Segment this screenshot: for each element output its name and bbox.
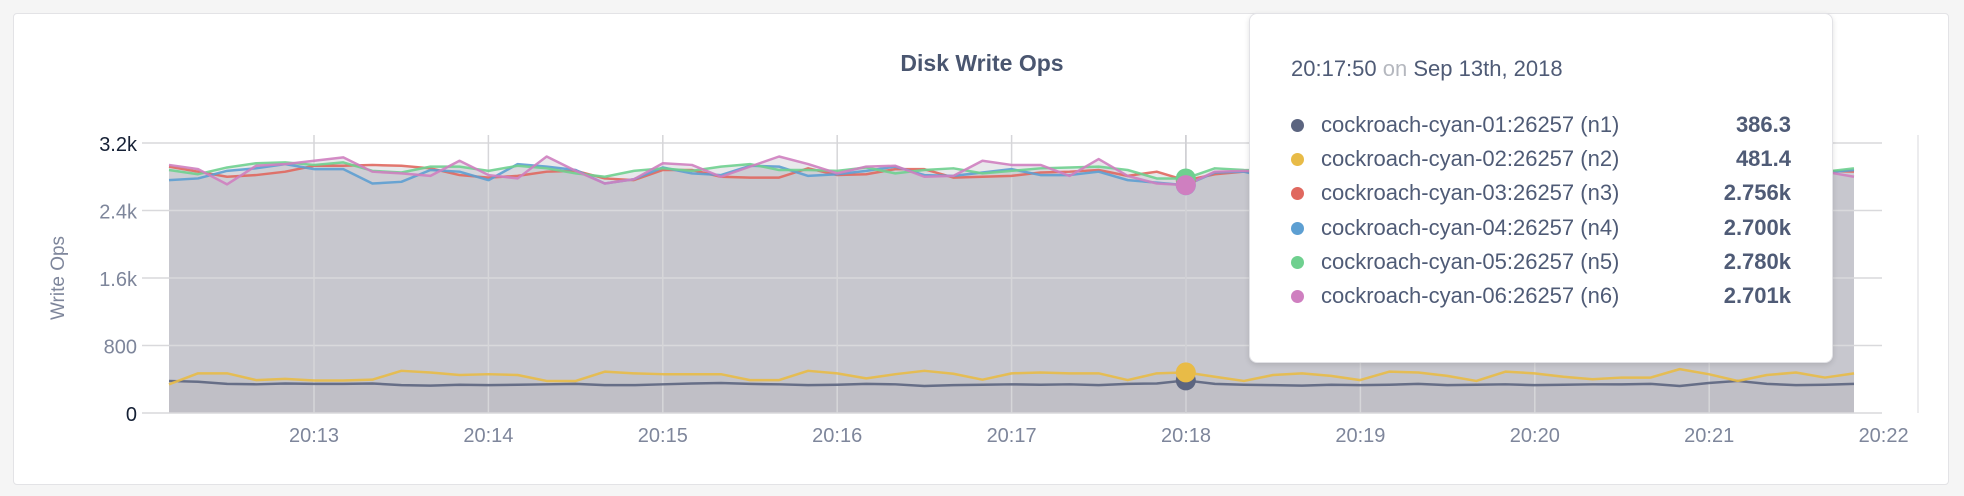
chart-title: Disk Write Ops bbox=[900, 50, 1064, 76]
x-tick-label: 20:19 bbox=[1335, 425, 1385, 447]
x-tick-label: 20:21 bbox=[1684, 425, 1734, 447]
tooltip-row: cockroach-cyan-06:26257 (n6) 2.701k bbox=[1291, 281, 1791, 311]
tooltip-series-value: 2.701k bbox=[1723, 283, 1791, 308]
series-color-dot-icon bbox=[1291, 290, 1304, 303]
tooltip-series-label: cockroach-cyan-06:26257 (n6) bbox=[1321, 283, 1620, 308]
x-tick-label: 20:17 bbox=[987, 425, 1037, 447]
x-tick-label: 20:15 bbox=[638, 425, 688, 447]
y-tick-label: 800 bbox=[104, 337, 137, 359]
tooltip-row: cockroach-cyan-05:26257 (n5) 2.780k bbox=[1291, 247, 1791, 277]
tooltip-date: Sep 13th, 2018 bbox=[1413, 56, 1563, 81]
y-tick-label: 1.6k bbox=[99, 269, 138, 291]
y-axis-label: Write Ops bbox=[48, 236, 69, 320]
series-color-dot-icon bbox=[1291, 187, 1304, 201]
y-tick-label: 3.2k bbox=[99, 134, 138, 156]
tooltip-row: cockroach-cyan-04:26257 (n4) 2.700k bbox=[1291, 213, 1791, 243]
x-tick-label: 20:18 bbox=[1161, 425, 1211, 447]
tooltip-row: cockroach-cyan-02:26257 (n2) 481.4 bbox=[1291, 144, 1791, 174]
series-color-dot-icon bbox=[1291, 153, 1304, 167]
x-tick-label: 20:16 bbox=[812, 425, 862, 447]
hover-marker bbox=[1175, 362, 1196, 383]
tooltip-on: on bbox=[1382, 56, 1408, 81]
series-color-dot-icon bbox=[1291, 221, 1304, 235]
y-tick-label: 2.4k bbox=[99, 202, 138, 224]
x-tick-label: 20:22 bbox=[1859, 425, 1909, 447]
tooltip-series-label: cockroach-cyan-03:26257 (n3) bbox=[1321, 180, 1620, 206]
tooltip-series-value: 2.700k bbox=[1723, 214, 1791, 240]
hover-tooltip: 20:17:50 on Sep 13th, 2018 cockroach-cya… bbox=[1249, 13, 1833, 363]
series-color-dot-icon bbox=[1291, 119, 1304, 132]
tooltip-series-label: cockroach-cyan-01:26257 (n1) bbox=[1321, 112, 1620, 137]
tooltip-series-value: 2.756k bbox=[1723, 180, 1791, 206]
series-color-dot-icon bbox=[1291, 255, 1304, 269]
tooltip-series-value: 2.780k bbox=[1723, 248, 1791, 274]
tooltip-series-label: cockroach-cyan-02:26257 (n2) bbox=[1321, 146, 1620, 172]
tooltip-series-label: cockroach-cyan-04:26257 (n4) bbox=[1321, 214, 1620, 240]
x-tick-label: 20:20 bbox=[1510, 425, 1560, 447]
tooltip-series-value: 386.3 bbox=[1735, 112, 1791, 137]
tooltip-series-value: 481.4 bbox=[1735, 146, 1791, 172]
y-tick-label: 0 bbox=[126, 404, 137, 426]
tooltip-time: 20:17:50 bbox=[1291, 56, 1377, 81]
series-line bbox=[168, 367, 1855, 386]
tooltip-row: cockroach-cyan-01:26257 (n1) 386.3 bbox=[1291, 110, 1791, 140]
x-tick-label: 20:13 bbox=[289, 425, 339, 447]
tooltip-series-label: cockroach-cyan-05:26257 (n5) bbox=[1321, 248, 1620, 274]
x-tick-label: 20:14 bbox=[463, 425, 513, 447]
tooltip-timestamp: 20:17:50 on Sep 13th, 2018 bbox=[1291, 56, 1563, 82]
series-line bbox=[168, 379, 1855, 388]
tooltip-row: cockroach-cyan-03:26257 (n3) 2.756k bbox=[1291, 178, 1791, 208]
hover-marker bbox=[1175, 175, 1196, 196]
